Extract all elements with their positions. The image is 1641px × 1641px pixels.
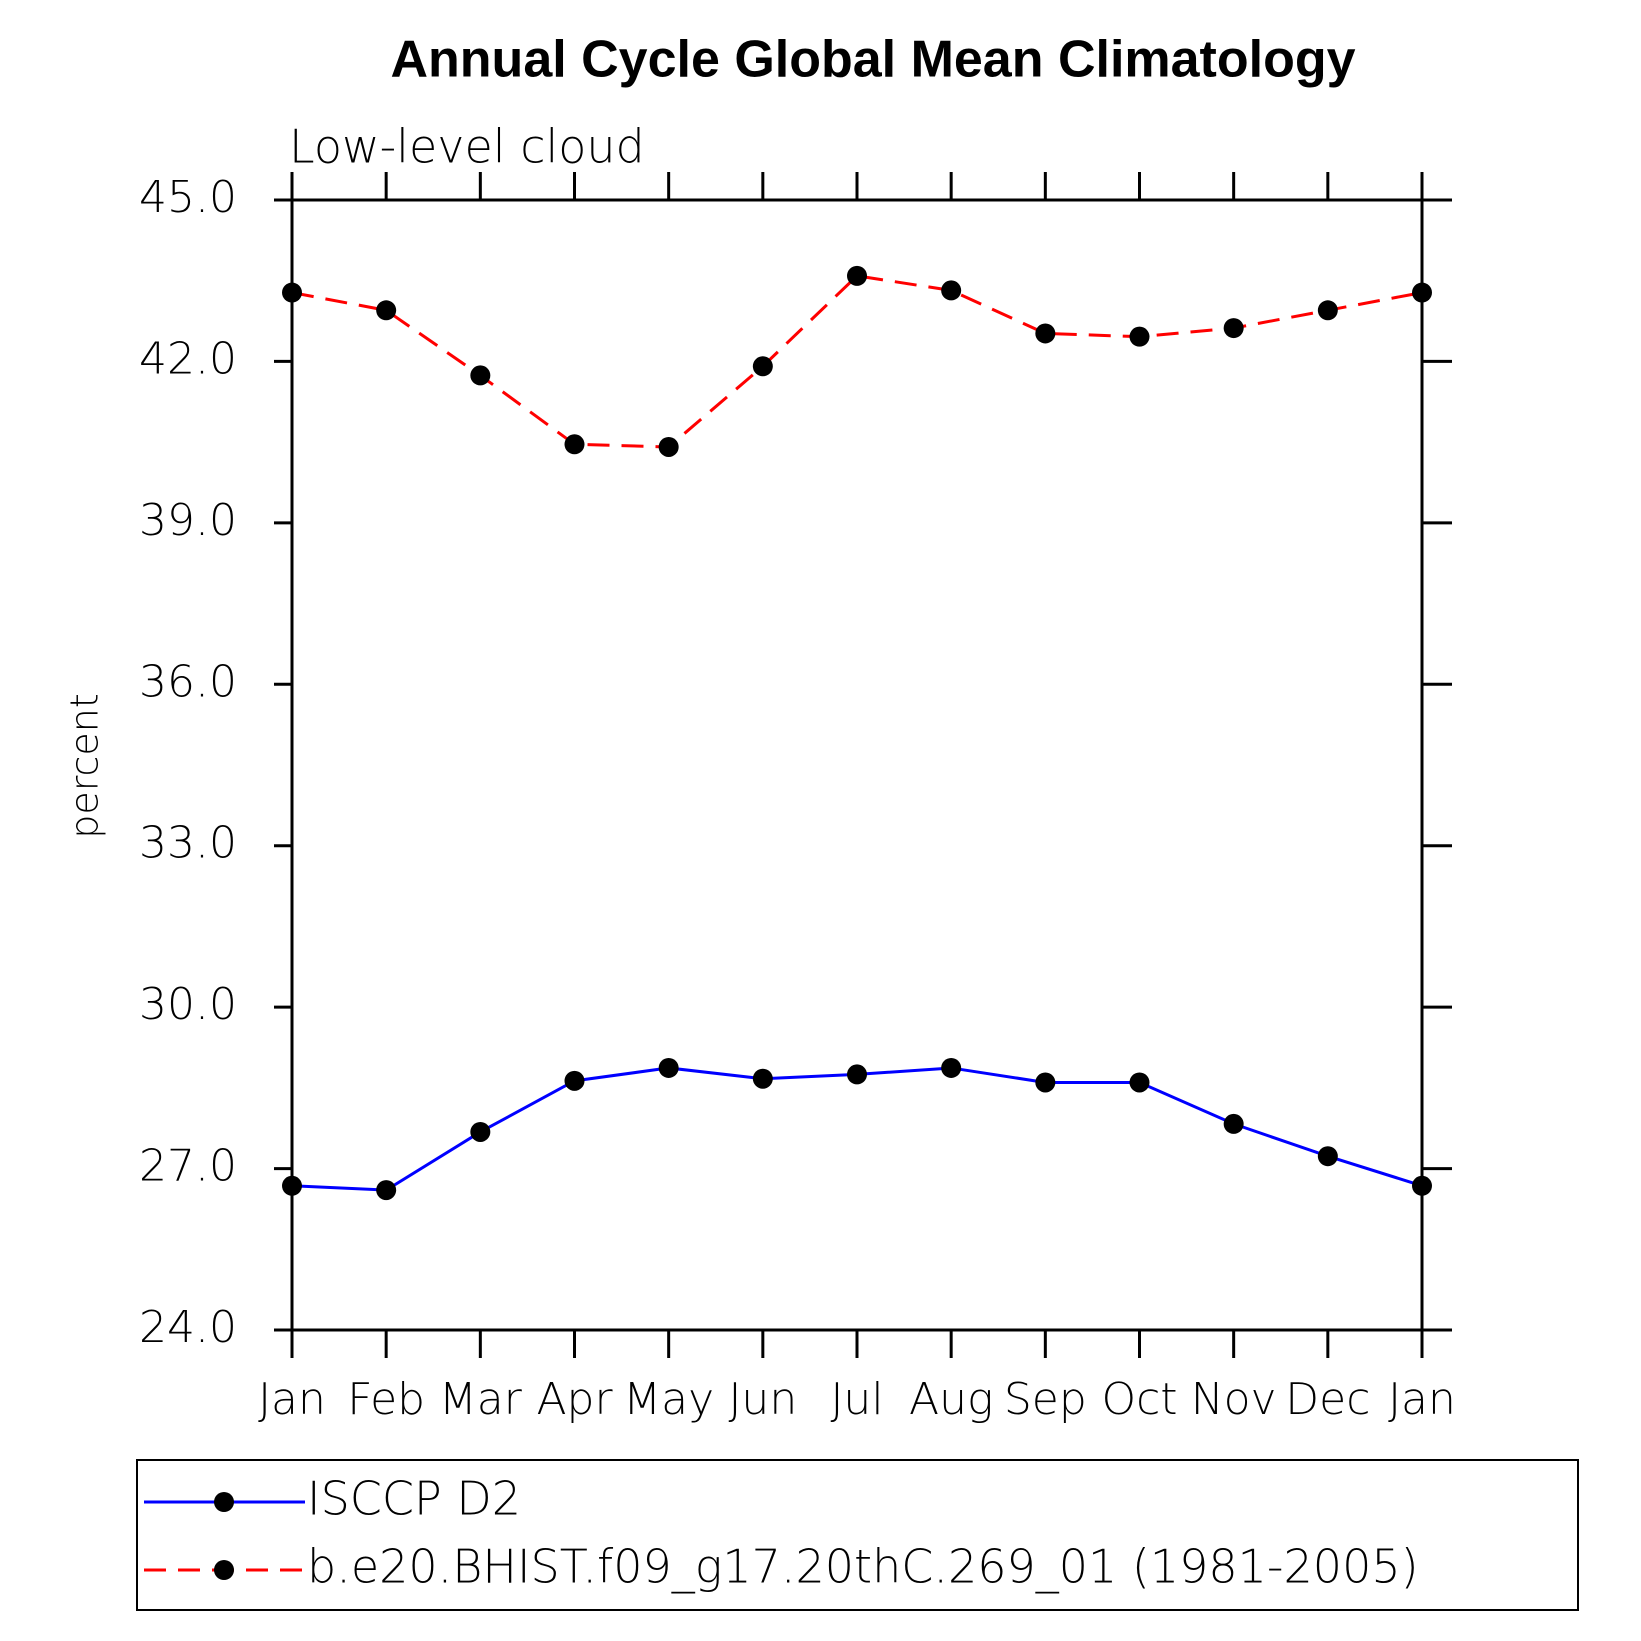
legend-label: ISCCP D2 <box>307 1472 521 1526</box>
data-point <box>282 282 302 303</box>
legend-label: b.e20.BHIST.f09_g17.20thC.269_01 (1981-2… <box>307 1540 1419 1594</box>
y-tick-label: 24.0 <box>139 1302 237 1353</box>
data-point <box>658 436 679 457</box>
x-tick-label: May <box>623 1374 714 1425</box>
chart-subtitle: Low-level cloud <box>289 120 645 174</box>
x-tick-label: Jan <box>258 1374 326 1425</box>
x-tick-label: Nov <box>1191 1374 1277 1425</box>
y-tick-label: 36.0 <box>139 656 237 707</box>
data-point <box>941 280 962 301</box>
y-tick-label: 42.0 <box>139 333 237 384</box>
x-tick-label: Jun <box>728 1374 797 1425</box>
x-tick-label: Aug <box>909 1374 993 1425</box>
data-point <box>470 365 491 386</box>
y-tick-label: 27.0 <box>139 1141 237 1192</box>
data-point <box>564 434 585 455</box>
plot-frame <box>290 198 1424 1332</box>
data-point <box>1129 1072 1150 1093</box>
data-point <box>1035 323 1056 344</box>
data-point <box>752 1068 773 1089</box>
x-tick-label: Oct <box>1101 1374 1177 1425</box>
data-point <box>1129 326 1150 347</box>
series-line <box>291 274 1423 449</box>
data-point <box>1317 1146 1338 1167</box>
series-line <box>291 1066 1423 1192</box>
legend-marker <box>214 1560 234 1580</box>
x-tick-label: Feb <box>347 1374 425 1425</box>
y-tick-label: 30.0 <box>139 979 237 1030</box>
data-point <box>1223 318 1244 339</box>
data-point <box>564 1070 585 1091</box>
data-point <box>1412 1175 1432 1196</box>
data-point <box>658 1057 679 1078</box>
legend-marker <box>214 1492 234 1512</box>
data-point <box>376 1180 397 1201</box>
data-point <box>752 356 773 377</box>
legend-box <box>136 1459 1579 1611</box>
x-tick-label: Apr <box>536 1374 613 1425</box>
x-tick-label: Sep <box>1004 1374 1087 1425</box>
data-point <box>1035 1072 1056 1093</box>
data-point <box>470 1121 491 1142</box>
x-tick-label: Dec <box>1285 1374 1370 1425</box>
y-tick-label: 45.0 <box>139 172 237 223</box>
x-tick-label: Jul <box>830 1374 883 1425</box>
y-tick-label: 39.0 <box>139 495 237 546</box>
data-point <box>1317 300 1338 321</box>
y-axis-label: percent <box>63 693 107 839</box>
x-tick-label: Jan <box>1388 1374 1456 1425</box>
y-tick-label: 33.0 <box>139 818 237 869</box>
x-tick-label: Mar <box>439 1374 523 1425</box>
data-point <box>282 1175 302 1196</box>
data-point <box>1223 1113 1244 1134</box>
data-point <box>376 300 397 321</box>
data-point <box>1412 282 1432 303</box>
data-point <box>941 1057 962 1078</box>
data-point <box>847 265 867 286</box>
chart-title: Annual Cycle Global Mean Climatology <box>390 31 1355 89</box>
data-point <box>847 1064 867 1085</box>
